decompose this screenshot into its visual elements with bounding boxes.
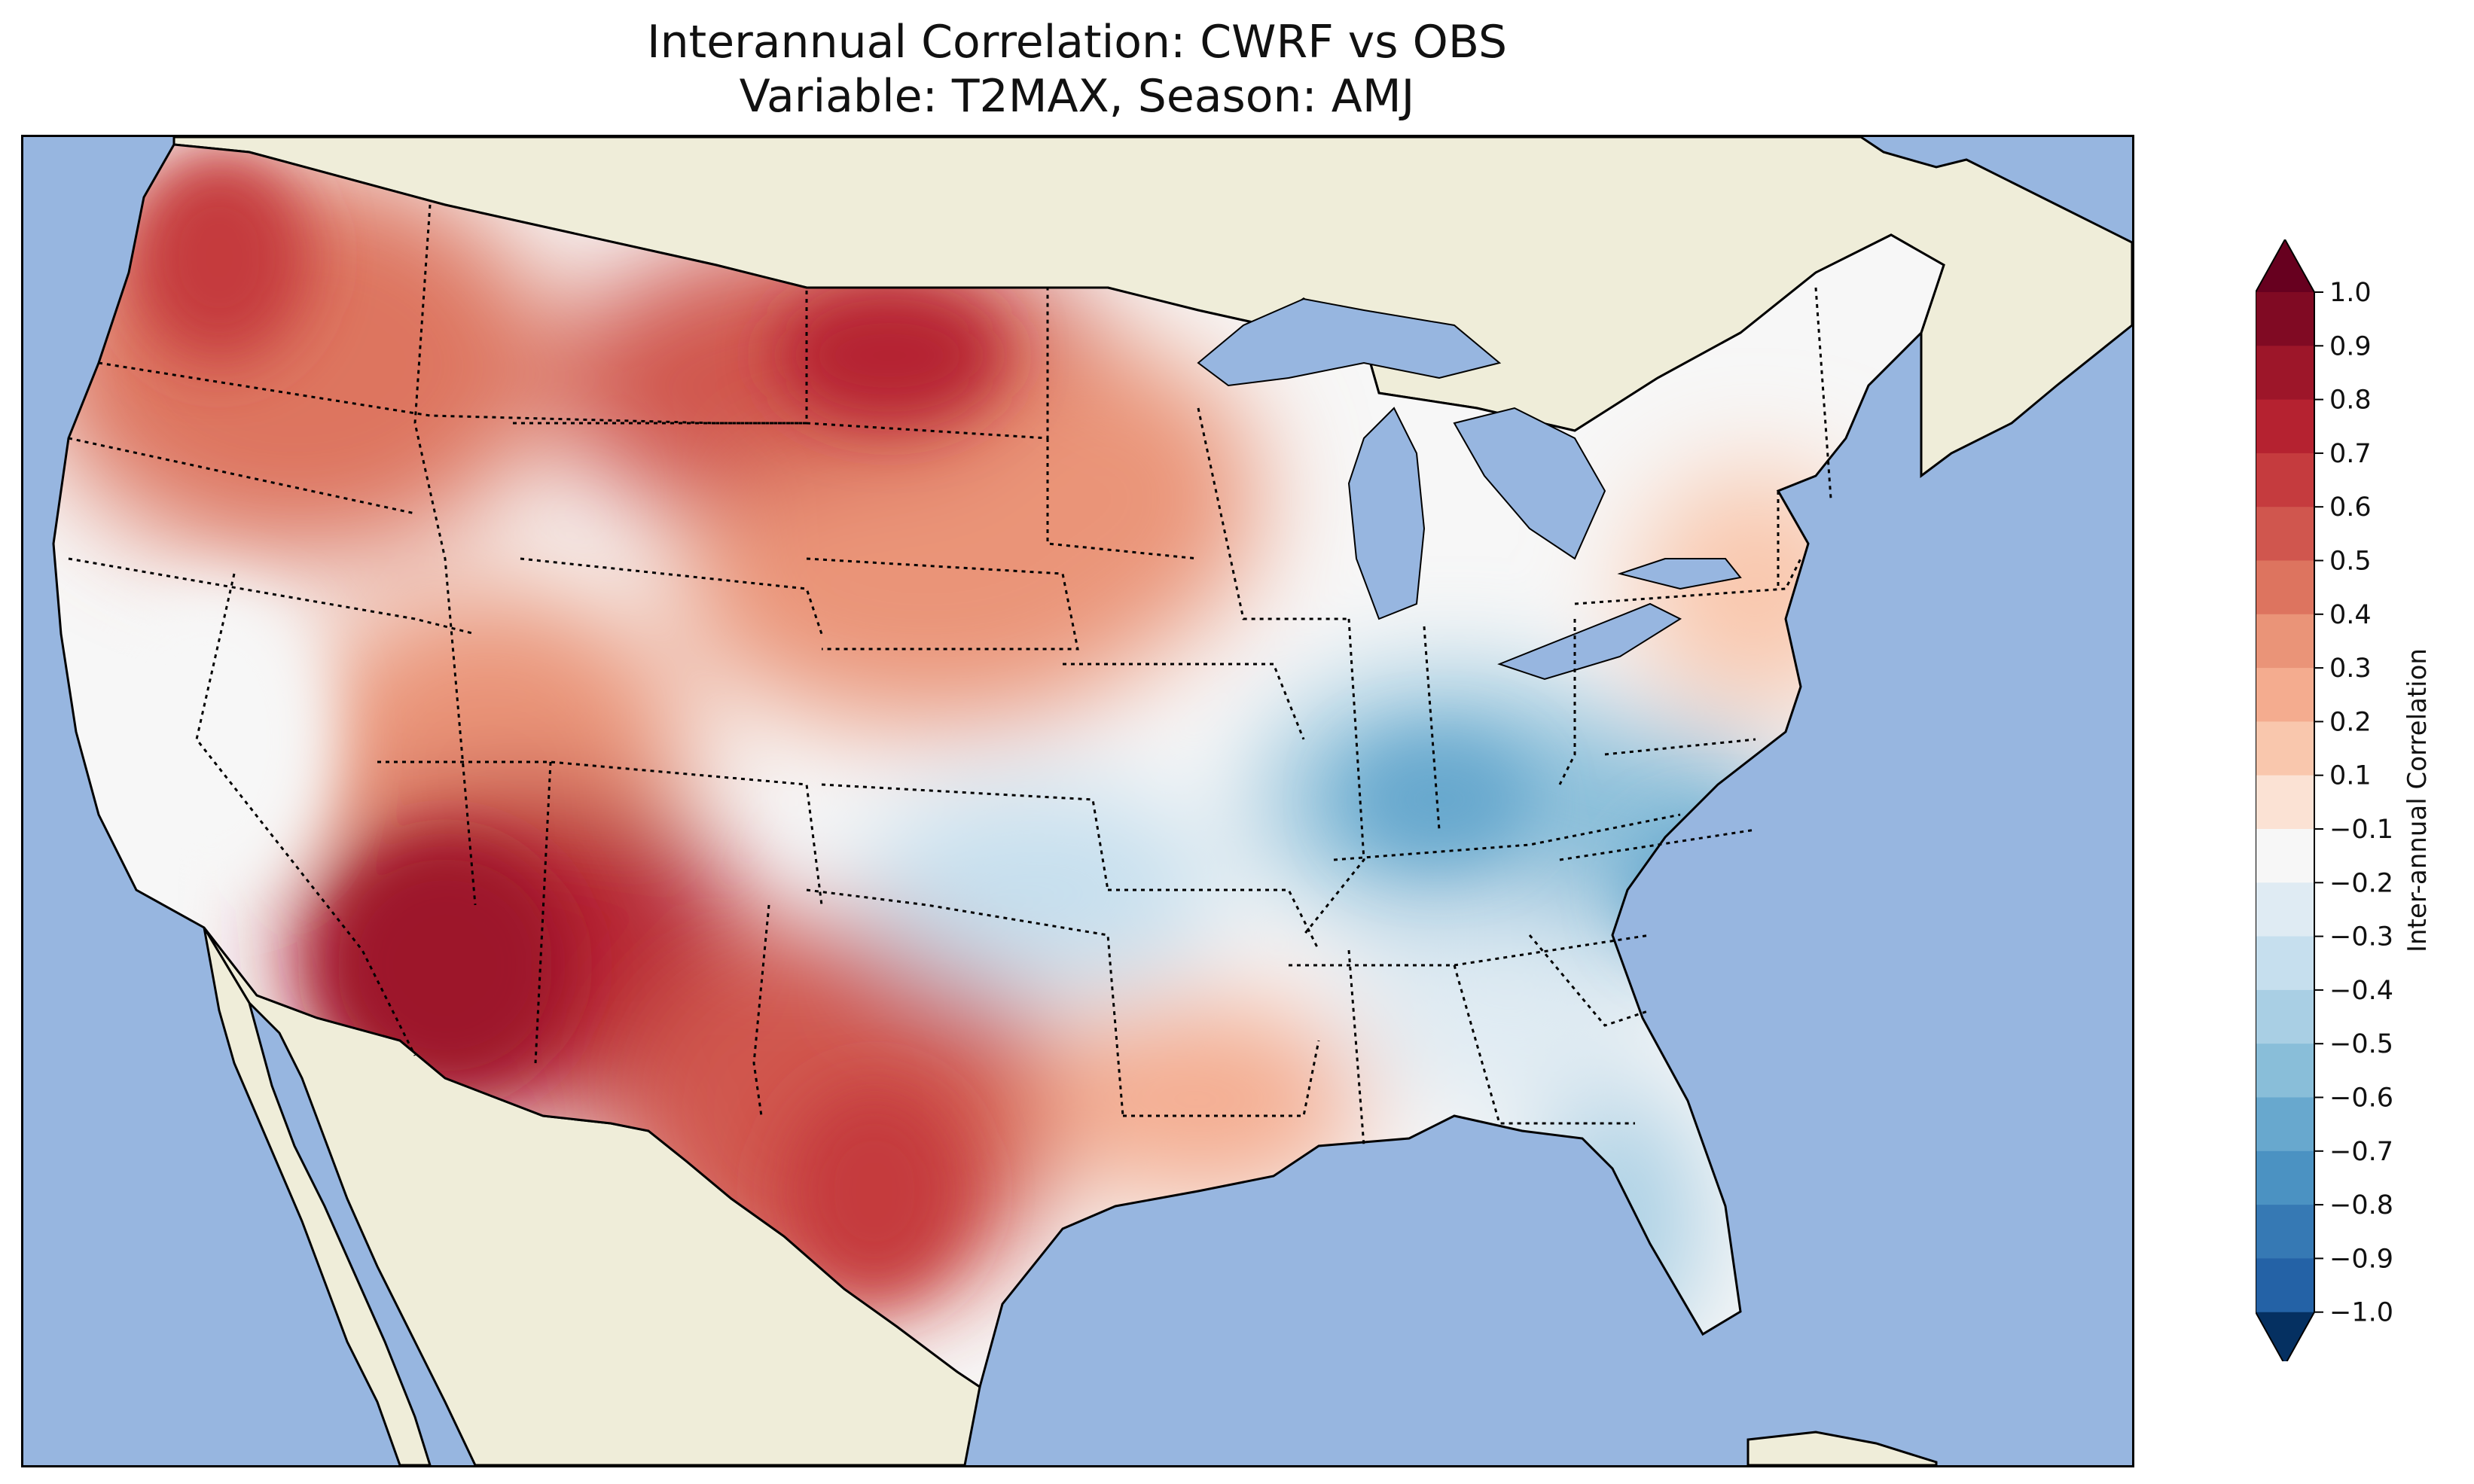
zone-southeast bbox=[1349, 897, 1650, 1108]
border-mn-ia bbox=[1046, 438, 1199, 560]
border-or-ca bbox=[68, 557, 476, 635]
border-id-mt bbox=[413, 204, 477, 906]
colorbar-tick-label: −0.3 bbox=[2329, 922, 2393, 952]
colorbar-extend-min bbox=[2256, 1312, 2314, 1361]
colorbar-tick-label: 0.8 bbox=[2329, 385, 2372, 416]
border-in-oh bbox=[1423, 626, 1441, 830]
border-pa-ny bbox=[1574, 558, 1802, 605]
title-line-2: Variable: T2MAX, Season: AMJ bbox=[739, 70, 1415, 123]
core-texas bbox=[784, 1086, 965, 1297]
colorbar-band bbox=[2256, 1044, 2314, 1099]
colorbar-tick-label: −0.2 bbox=[2329, 868, 2393, 898]
colorbar-tick-label: −0.8 bbox=[2329, 1190, 2393, 1220]
colorbar-band bbox=[2256, 721, 2314, 776]
colorbar-band bbox=[2256, 1150, 2314, 1205]
core-north-dakota bbox=[776, 288, 1002, 423]
colorbar-band bbox=[2256, 292, 2314, 346]
colorbar-tick-label: 0.5 bbox=[2329, 547, 2372, 577]
colorbar-tick-label: 0.1 bbox=[2329, 761, 2372, 791]
great-lakes bbox=[1197, 297, 1742, 681]
lake-erie bbox=[1497, 602, 1682, 681]
border-49th-parallel bbox=[98, 361, 807, 425]
zone-central-plains bbox=[859, 785, 1221, 995]
colorbar-band bbox=[2256, 1097, 2314, 1152]
colorbar-band bbox=[2256, 399, 2314, 454]
border-ut-az bbox=[377, 760, 823, 906]
border-ks-ok bbox=[821, 783, 1109, 891]
colorbar-bands bbox=[2256, 239, 2315, 1361]
colorbar-tick-label: 1.0 bbox=[2329, 278, 2372, 308]
core-arizona bbox=[317, 837, 573, 1093]
title-line-1: Interannual Correlation: CWRF vs OBS bbox=[646, 16, 1508, 69]
colorbar-band bbox=[2256, 1258, 2314, 1313]
colorbar-tick-label: 0.6 bbox=[2329, 492, 2372, 523]
map-panel bbox=[21, 135, 2134, 1467]
colorbar-tick-label: 0.3 bbox=[2329, 654, 2372, 684]
baja-california bbox=[203, 927, 432, 1465]
colorbar-extend-max bbox=[2256, 239, 2314, 292]
border-nv-ca bbox=[195, 573, 416, 1056]
colorbar-tick-label: −1.0 bbox=[2329, 1298, 2393, 1328]
border-az-nm bbox=[534, 761, 552, 1064]
correlation-map bbox=[23, 137, 2132, 1465]
colorbar-band bbox=[2256, 668, 2314, 722]
colorbar-tick-label: 0.4 bbox=[2329, 600, 2372, 630]
colorbar-tick-label: 0.9 bbox=[2329, 331, 2372, 361]
border-oh-pa bbox=[1558, 619, 1576, 785]
colorbar-tick-label: −0.6 bbox=[2329, 1083, 2393, 1114]
colorbar-tick-label: 0.7 bbox=[2329, 439, 2372, 469]
colorbar-tick-label: −0.1 bbox=[2329, 815, 2393, 845]
zone-gulf-coast bbox=[1033, 1003, 1364, 1199]
colorbar-tick-label: 0.2 bbox=[2329, 707, 2372, 737]
colorbar-band bbox=[2256, 775, 2314, 830]
colorbar-label: Inter-annual Correlation bbox=[2402, 648, 2433, 952]
colorbar-band bbox=[2256, 346, 2314, 401]
figure-title: Interannual Correlation: CWRF vs OBS Var… bbox=[0, 15, 2154, 123]
lake-michigan bbox=[1347, 407, 1426, 620]
colorbar-tick-label: −0.4 bbox=[2329, 976, 2393, 1006]
border-nm-tx bbox=[752, 904, 770, 1117]
colorbar-band bbox=[2256, 829, 2314, 883]
colorbar-band bbox=[2256, 560, 2314, 615]
colorbar-band bbox=[2256, 936, 2314, 991]
border-il-in bbox=[1302, 618, 1365, 936]
colorbar-band bbox=[2256, 614, 2314, 669]
colorbar: 1.0 0.9 0.8 0.7 0.6 0.5 0.4 0.3 0.2 0.1 −0.1 −0.2 −0… bbox=[2256, 239, 2474, 1361]
border-ia-mo bbox=[1063, 663, 1305, 740]
border-wi-il bbox=[1197, 407, 1349, 620]
colorbar-tick-label: −0.5 bbox=[2329, 1029, 2393, 1059]
colorbar-band bbox=[2256, 1205, 2314, 1259]
us-outline bbox=[52, 143, 1945, 1389]
border-nc-sc bbox=[1528, 934, 1651, 1027]
border-mo-ar bbox=[1108, 888, 1320, 951]
lake-huron bbox=[1453, 407, 1606, 560]
colorbar-band bbox=[2256, 989, 2314, 1044]
border-ok-tx bbox=[806, 888, 1124, 1117]
state-borders bbox=[68, 204, 1832, 1147]
colorbar-ticks: 1.0 0.9 0.8 0.7 0.6 0.5 0.4 0.3 0.2 0.1 −0.1 −0.2 −0… bbox=[2314, 278, 2393, 1328]
colorbar-tick-label: −0.9 bbox=[2329, 1244, 2393, 1274]
colorbar-band bbox=[2256, 453, 2314, 507]
colorbar-graphic: 1.0 0.9 0.8 0.7 0.6 0.5 0.4 0.3 0.2 0.1 −0.1 −0.2 −0… bbox=[2256, 239, 2393, 1361]
colorbar-band bbox=[2256, 507, 2314, 562]
lake-superior bbox=[1197, 297, 1502, 387]
colorbar-tick-label: −0.7 bbox=[2329, 1137, 2393, 1167]
border-wa-or bbox=[68, 437, 416, 515]
core-kentucky bbox=[1349, 739, 1530, 860]
border-ky-tn bbox=[1333, 813, 1681, 861]
border-ar-la bbox=[1123, 1040, 1320, 1117]
border-md-va bbox=[1604, 738, 1756, 756]
cuba bbox=[1746, 1431, 1938, 1465]
zone-minnesota bbox=[957, 348, 1258, 649]
core-california bbox=[91, 589, 332, 890]
core-pacific-northwest bbox=[129, 152, 310, 363]
colorbar-band bbox=[2256, 882, 2314, 937]
border-new-england bbox=[1777, 287, 1832, 589]
lake-ontario bbox=[1617, 558, 1742, 590]
